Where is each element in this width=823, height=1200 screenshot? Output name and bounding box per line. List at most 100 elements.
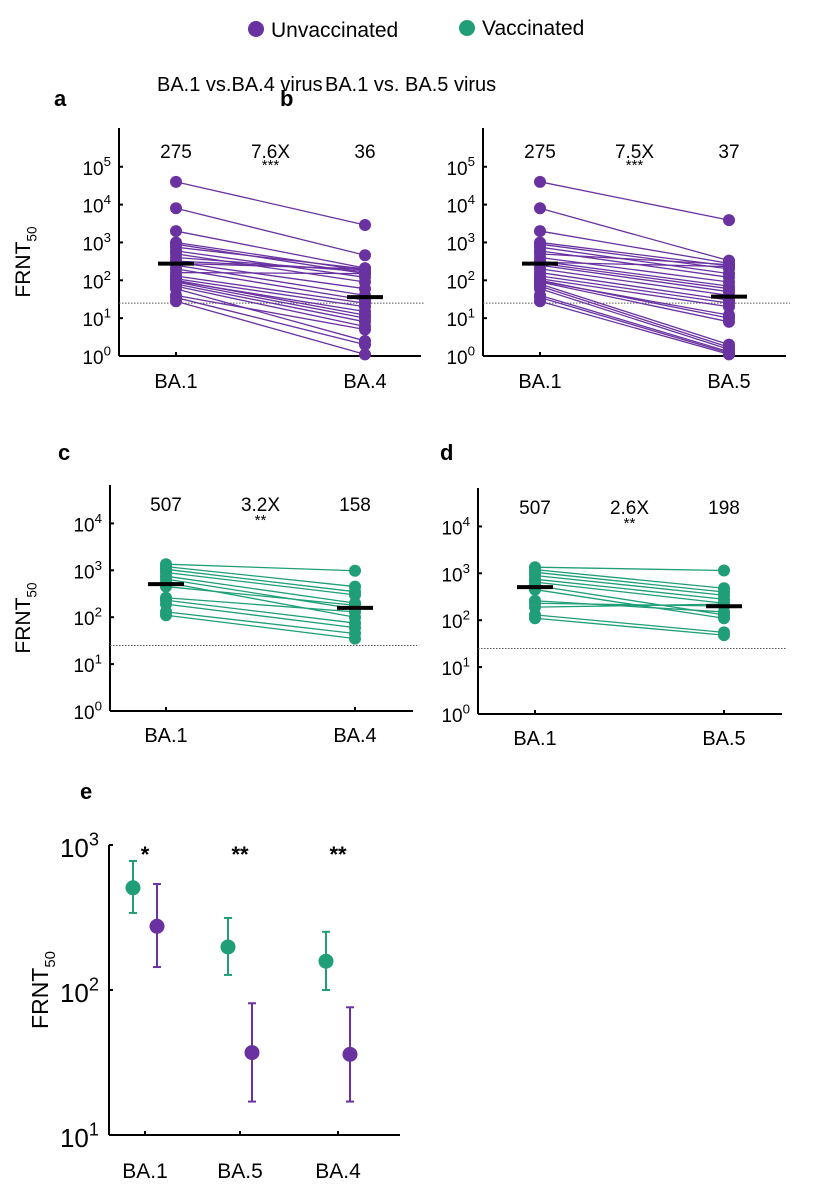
pair-line	[175, 207, 366, 256]
pair-line	[539, 262, 730, 290]
pair-line	[175, 271, 366, 275]
data-point-BA.1	[534, 202, 546, 215]
y-tick-label: 104	[441, 514, 470, 540]
pair-line	[539, 181, 730, 221]
panel-b: 100 101 102 103 104 105 BA.1 BA.5 275 37 7.5X***	[446, 128, 790, 393]
pair-line	[175, 241, 366, 272]
data-point-BA.1	[170, 225, 182, 238]
panel-d: 100 101 102 103 104 BA.1 BA.5 507 198 2.6X**	[441, 488, 786, 750]
pair-line	[534, 617, 725, 636]
median-label: 507	[519, 498, 551, 519]
data-point-BA.5	[723, 260, 735, 273]
panel-e-letter: e	[80, 779, 92, 804]
pair-line	[539, 271, 730, 301]
mean-point-vaccinated	[318, 953, 334, 969]
data-point-BA.4	[349, 632, 361, 645]
data-point-BA.1	[160, 609, 172, 622]
pair-line	[175, 294, 366, 331]
y-tick-label: 103	[446, 230, 475, 256]
y-tick-label: 100	[82, 343, 111, 369]
y-tick-label: 103	[82, 230, 111, 256]
y-tick-label: 100	[446, 343, 475, 369]
x-tick-label: BA.1	[518, 371, 561, 393]
pair-line	[534, 571, 725, 593]
data-point-BA.4	[359, 348, 371, 361]
median-label: 275	[524, 142, 556, 163]
y-axis-label: FRNT50	[27, 951, 59, 1029]
pair-line	[539, 243, 730, 270]
pair-line	[539, 253, 730, 266]
data-point-BA.4	[359, 323, 371, 336]
y-tick-label: 102	[441, 608, 470, 634]
y-tick-label: 102	[82, 268, 111, 294]
mean-point-vaccinated	[220, 939, 236, 955]
pair-line	[175, 256, 366, 273]
pair-line	[539, 260, 730, 287]
mean-point-unvaccinated	[149, 918, 165, 934]
median-label: 507	[150, 495, 182, 516]
x-tick-label: BA.1	[144, 725, 187, 747]
pair-line	[165, 578, 356, 610]
y-tick-label: 100	[441, 701, 470, 727]
pair-line	[175, 264, 366, 297]
pair-line	[165, 565, 356, 588]
data-point-BA.4	[349, 588, 361, 601]
pair-line	[175, 278, 366, 308]
x-tick-label: BA.4	[315, 1160, 361, 1183]
panel-e: 101 102 103 BA.1 * BA.5 ** BA.4 ** FRNT50	[27, 829, 400, 1183]
pair-line	[539, 300, 730, 356]
pair-line	[165, 614, 356, 640]
pair-line	[539, 296, 730, 354]
pair-line	[539, 261, 730, 268]
data-point-BA.1	[534, 225, 546, 238]
pair-line	[165, 575, 356, 604]
pair-line	[539, 268, 730, 297]
pair-line	[175, 268, 366, 301]
y-tick-label: 100	[73, 698, 102, 724]
pair-line	[534, 603, 725, 608]
pair-line	[539, 280, 730, 316]
pair-line	[539, 283, 730, 346]
y-tick-label: 104	[73, 511, 102, 537]
pair-line	[534, 581, 725, 604]
pair-line	[539, 264, 730, 293]
pair-line	[539, 230, 730, 265]
legend-marker-unvaccinated	[248, 21, 264, 37]
y-tick-label: 101	[446, 306, 475, 332]
pair-line	[175, 230, 366, 269]
significance-label: **	[231, 842, 249, 867]
pair-line	[175, 181, 366, 226]
x-tick-label: BA.4	[343, 371, 386, 393]
y-tick-label: 102	[446, 268, 475, 294]
legend: Unvaccinated Vaccinated	[248, 17, 584, 42]
pair-line	[175, 280, 366, 313]
median-label: 158	[339, 495, 371, 516]
pair-line	[534, 614, 725, 634]
pair-line	[175, 296, 366, 346]
pair-line	[539, 256, 730, 283]
pair-line	[534, 602, 725, 607]
data-point-BA.1	[529, 612, 541, 625]
significance-label: **	[624, 515, 636, 532]
pair-line	[175, 283, 366, 323]
median-label: 198	[708, 498, 740, 519]
panel-c-letter: c	[58, 440, 70, 465]
pair-line	[175, 300, 366, 356]
pair-line	[175, 285, 366, 328]
x-tick-label: BA.5	[702, 728, 745, 750]
pair-line	[165, 597, 356, 613]
fold-change-label: 7.5X	[615, 142, 654, 163]
legend-marker-vaccinated	[459, 20, 475, 36]
significance-label: **	[255, 512, 267, 529]
pair-line	[175, 281, 366, 319]
y-tick-label: 101	[60, 1119, 99, 1153]
data-point-BA.5	[723, 300, 735, 313]
pair-line	[539, 246, 730, 275]
fold-change-label: 3.2X	[241, 495, 280, 516]
panel-a-letter: a	[54, 86, 67, 111]
y-tick-label: 101	[82, 306, 111, 332]
data-point-BA.5	[718, 564, 730, 577]
y-tick-label: 101	[73, 652, 102, 678]
data-point-BA.4	[359, 267, 371, 280]
pair-line	[175, 275, 366, 304]
